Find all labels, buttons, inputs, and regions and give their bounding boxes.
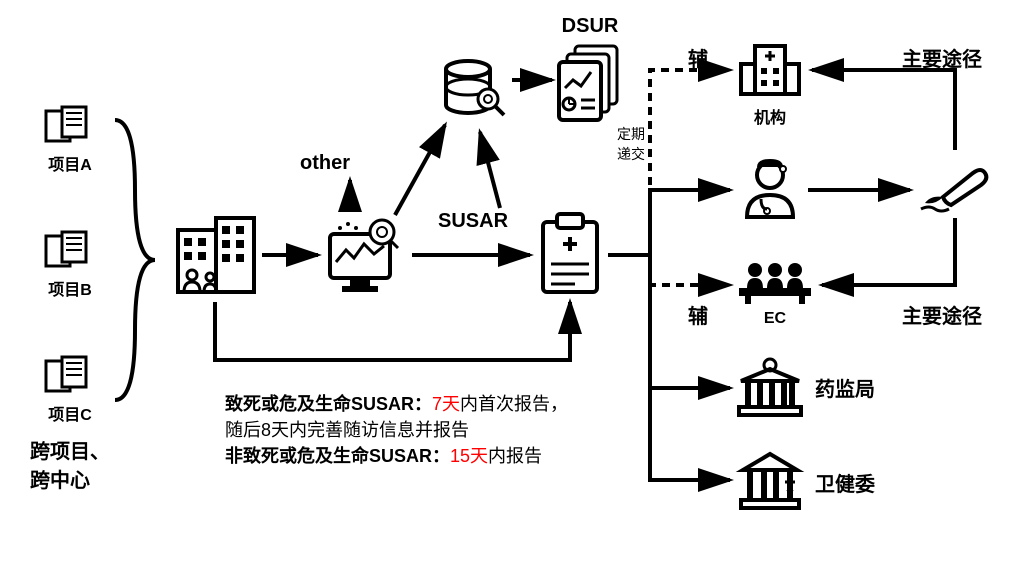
building-icon [170, 210, 260, 300]
committee-icon [735, 258, 815, 306]
database-icon [440, 55, 510, 125]
dsur-node: DSUR [555, 15, 625, 122]
institution-label: 机构 [754, 104, 786, 128]
susar-label: SUSAR [438, 210, 508, 233]
monitor-icon [320, 210, 410, 300]
cross-project-text: 跨项目、 [30, 435, 110, 464]
note-1a: 致死或危及生命SUSAR： [225, 394, 432, 414]
note-3a: 非致死或危及生命SUSAR： [225, 446, 450, 466]
sponsor-node [170, 210, 260, 305]
institution-node: 机构 [735, 40, 805, 128]
ec-label: EC [764, 310, 786, 328]
main-route-2: 主要途径 [902, 300, 982, 329]
clipboard-node [535, 210, 605, 305]
documents-icon [40, 105, 100, 147]
documents-icon [40, 230, 100, 272]
main-route-1: 主要途径 [902, 43, 982, 72]
project-a-label: 项目A [48, 151, 92, 175]
dsur-label: DSUR [562, 15, 619, 38]
project-c-label: 项目C [48, 401, 92, 425]
database-node [440, 55, 510, 130]
analysis-node [320, 210, 410, 305]
documents-icon [40, 355, 100, 397]
cross-label: 跨项目、 跨中心 [30, 435, 110, 493]
signature-node [915, 155, 995, 220]
other-label: other [300, 152, 350, 175]
project-b-label: 项目B [48, 276, 92, 300]
project-b-node: 项目B [40, 230, 100, 300]
project-a-node: 项目A [40, 105, 100, 175]
health-dept-icon [735, 450, 805, 514]
nhc-label: 卫健委 [815, 468, 875, 497]
periodic-label: 定期 递交 [617, 124, 645, 164]
nmpa-label: 药监局 [815, 373, 875, 402]
ec-node: EC [735, 258, 815, 328]
aux-label-2: 辅 [688, 300, 708, 329]
aux-label-1: 辅 [688, 43, 708, 72]
note-1c: 内首次报告， [460, 394, 568, 414]
hospital-icon [735, 40, 805, 100]
nmpa-node: 药监局 [735, 355, 875, 419]
doctor-icon [735, 155, 805, 225]
doctor-node [735, 155, 805, 230]
nhc-node: 卫健委 [735, 450, 875, 514]
clipboard-icon [535, 210, 605, 300]
note-1b: 7天 [432, 394, 460, 414]
pen-icon [915, 155, 995, 215]
note-2: 随后8天内完善随访信息并报告 [225, 416, 605, 442]
note-block: 致死或危及生命SUSAR：7天内首次报告， 随后8天内完善随访信息并报告 非致死… [225, 390, 605, 468]
note-3c: 内报告 [488, 446, 542, 466]
project-c-node: 项目C [40, 355, 100, 425]
note-3b: 15天 [450, 446, 488, 466]
government-icon [735, 355, 805, 419]
brace-icon [105, 110, 165, 410]
report-icon [555, 42, 625, 122]
cross-center-text: 跨中心 [30, 464, 110, 493]
